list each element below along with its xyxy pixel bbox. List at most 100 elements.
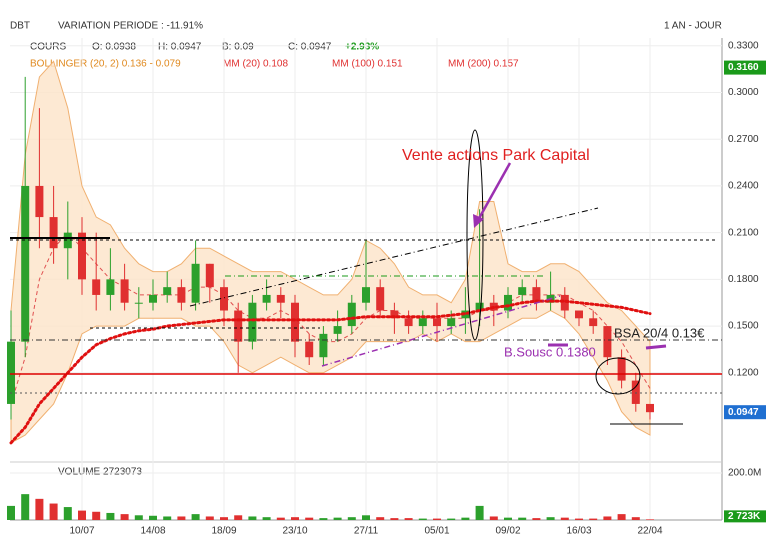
price-flag [724,405,766,420]
candle-body [504,294,512,311]
volume-bar [362,515,370,520]
volume-bar [134,515,143,520]
mark [645,344,667,350]
volume-flag-label: 2 723K [728,511,761,522]
price-flag [724,60,766,75]
volume-bar [390,518,399,520]
volume-bar [205,516,214,520]
x-tick-label: 14/08 [140,526,165,537]
candle-body [21,185,30,342]
x-tick-label: 23/10 [282,526,307,537]
candle-body [120,279,129,303]
candle-body [177,287,186,303]
volume-bar [404,518,413,520]
legend-change: +2.93% [345,42,379,53]
x-tick-label: 16/03 [566,526,591,537]
candle-body [589,318,598,327]
candle-body [262,294,271,303]
candle-body [646,403,654,413]
symbol: DBT [10,21,30,32]
volume-bar [276,517,285,520]
price-flag-label: 0.0947 [728,407,759,418]
legend-mm100: MM (100) 0.151 [332,59,403,70]
legend-volume: VOLUME 2723073 [58,467,142,478]
volume-bar [78,510,86,520]
legend-mm20: MM (20) 0.108 [223,59,288,70]
candle-body [376,287,385,311]
period: 1 AN - JOUR [664,21,722,32]
volume-bar [234,515,243,520]
legend-open: O: 0.0938 [92,42,136,53]
annotation: BSA 20/4 0.13€ [614,325,705,340]
volume-bar [347,517,356,520]
volume-bar [617,514,626,520]
volume-bar [646,519,654,520]
volume-bar [177,516,186,520]
y-tick-label: 0.2700 [728,134,759,145]
volume-bar [191,514,200,520]
volume-bar [518,517,527,520]
candle-body [191,263,200,303]
volume-bar [305,517,314,520]
y-tick-label: 0.1200 [728,367,759,378]
volume-bar [589,518,598,520]
y-tick-label: 0.1800 [728,274,759,285]
candle-body [575,310,583,319]
candle-body [603,326,612,358]
volume-bar [35,498,44,520]
trend-line [189,207,599,307]
candle-body [532,287,541,303]
legend-low: B: 0.09 [222,42,254,53]
variation: VARIATION PERIODE : -11.91% [58,21,203,32]
volume-bar [92,511,101,520]
candle-body [149,294,157,303]
circle-mark [466,129,484,341]
volume-bar [262,517,271,520]
volume-bar [106,512,115,520]
candle-body [362,287,370,303]
bollinger-band [10,60,651,444]
candle-body [518,287,527,295]
candle-body [234,310,243,342]
volume-bar [376,517,385,520]
candle-body [475,302,484,311]
x-tick-label: 27/11 [354,526,379,537]
volume-bar [575,518,583,520]
trend-line [321,295,561,367]
candle-body [418,318,427,327]
volume-bar [7,505,15,520]
x-tick-label: 10/07 [69,526,94,537]
candle-body [134,302,143,304]
plot: 0.3300 0.3000 0.2700 0.2400 0.2100 0.1800 0.15… [7,38,766,537]
candle-body [631,380,640,404]
candle-body [291,302,299,342]
legend-close: C: 0.0947 [288,42,332,53]
legend-high: H: 0.0947 [158,42,202,53]
candle-body [7,341,15,404]
candle-body [49,217,58,249]
volume-bar [418,518,427,520]
candle-body [319,333,328,358]
x-tick-label: 05/01 [424,526,449,537]
volume-bar [631,517,640,520]
candle-body [305,341,314,358]
legend-bollinger: BOLLINGER (20, 2) 0.136 - 0.079 [30,59,181,70]
candle-body [92,279,101,295]
y-tick-label: 0.2100 [728,227,759,238]
volume-bar [319,518,328,520]
candle-body [276,294,285,303]
candle-body [347,302,356,327]
volume-bar [220,517,228,520]
volume-bar [333,517,342,520]
candle-body [404,318,413,327]
x-tick-label: 09/02 [495,526,520,537]
candle-body [617,357,626,381]
volume-bar [63,507,72,520]
y-tick-label: 0.3000 [728,87,759,98]
legend-cours: COURS [30,42,66,53]
y-tick-label: 0.3300 [728,40,759,51]
volume-bar [532,518,541,520]
arrow [475,162,512,223]
volume-bar [560,517,569,520]
